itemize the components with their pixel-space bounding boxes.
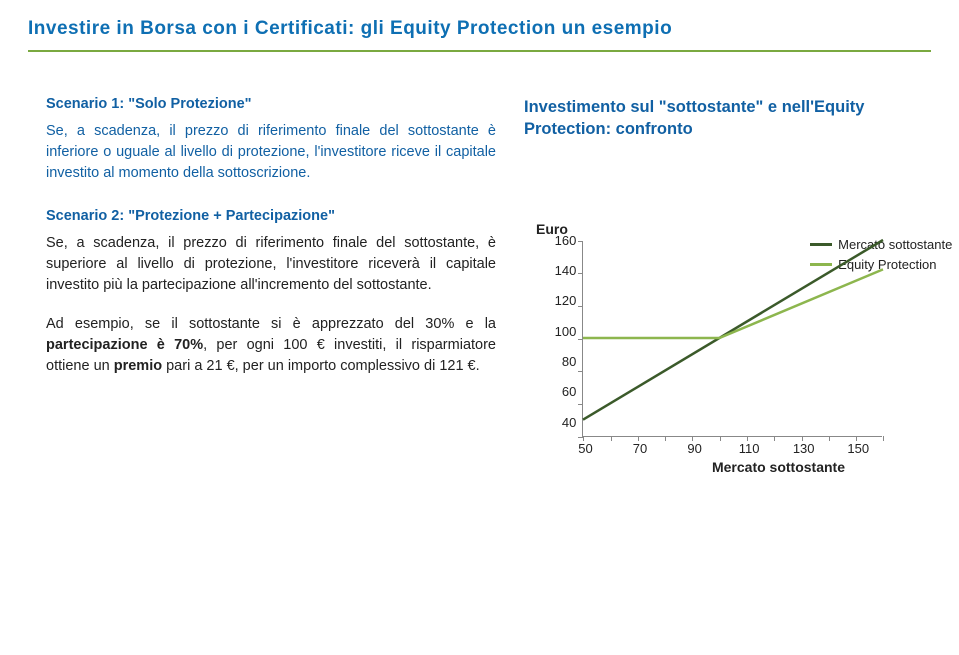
x-tick: 50 [578,441,592,456]
chart-row: 160140120100806040 Mercato sottostanteEq… [555,241,883,437]
x-tick: 110 [739,441,760,456]
y-tick-labels: 160 140 120 100 80 60 40 [555,234,577,430]
divider [28,50,931,52]
scenario2-text-a: Se, a scadenza, il prezzo di riferimento… [46,233,496,296]
y-tick: 80 [562,355,576,369]
chart-lines [583,240,883,436]
x-tick: 130 [793,441,815,456]
s2b-pre: Ad esempio, se il sottostante si è appre… [46,316,496,332]
x-axis-label: Mercato sottostante [712,459,845,475]
scenario1-title: Scenario 1: "Solo Protezione" [46,94,496,115]
x-tick: 150 [847,441,869,456]
series-line [583,269,883,338]
scenario1-text: Se, a scadenza, il prezzo di riferimento… [46,121,496,184]
chart-title: Investimento sul "sottostante" e nell'Eq… [524,96,913,141]
x-tick: 70 [633,441,647,456]
y-tick: 60 [562,385,576,399]
x-tick: 90 [687,441,701,456]
y-tick: 40 [562,416,576,430]
s2b-post: pari a 21 €, per un importo complessivo … [162,358,480,374]
left-column: Scenario 1: "Solo Protezione" Se, a scad… [46,94,496,475]
x-tick-labels: 507090110130150 [586,441,886,459]
y-tick: 140 [555,264,577,278]
page-title: Investire in Borsa con i Certificati: gl… [28,18,931,40]
content-area: Scenario 1: "Solo Protezione" Se, a scad… [28,94,931,475]
y-tick: 120 [555,294,577,308]
y-tick: 100 [555,325,577,339]
chart-plot: Mercato sottostanteEquity Protection [582,241,882,437]
chart-wrap: Euro 160140120100806040 Mercato sottosta… [524,221,913,475]
y-tick: 160 [555,234,577,248]
s2b-bold1: partecipazione è 70% [46,337,203,353]
series-line [583,240,883,420]
scenario2-title: Scenario 2: "Protezione + Partecipazione… [46,206,496,227]
s2b-bold2: premio [114,358,162,374]
right-column: Investimento sul "sottostante" e nell'Eq… [524,94,913,475]
scenario2-text-b: Ad esempio, se il sottostante si è appre… [46,314,496,377]
